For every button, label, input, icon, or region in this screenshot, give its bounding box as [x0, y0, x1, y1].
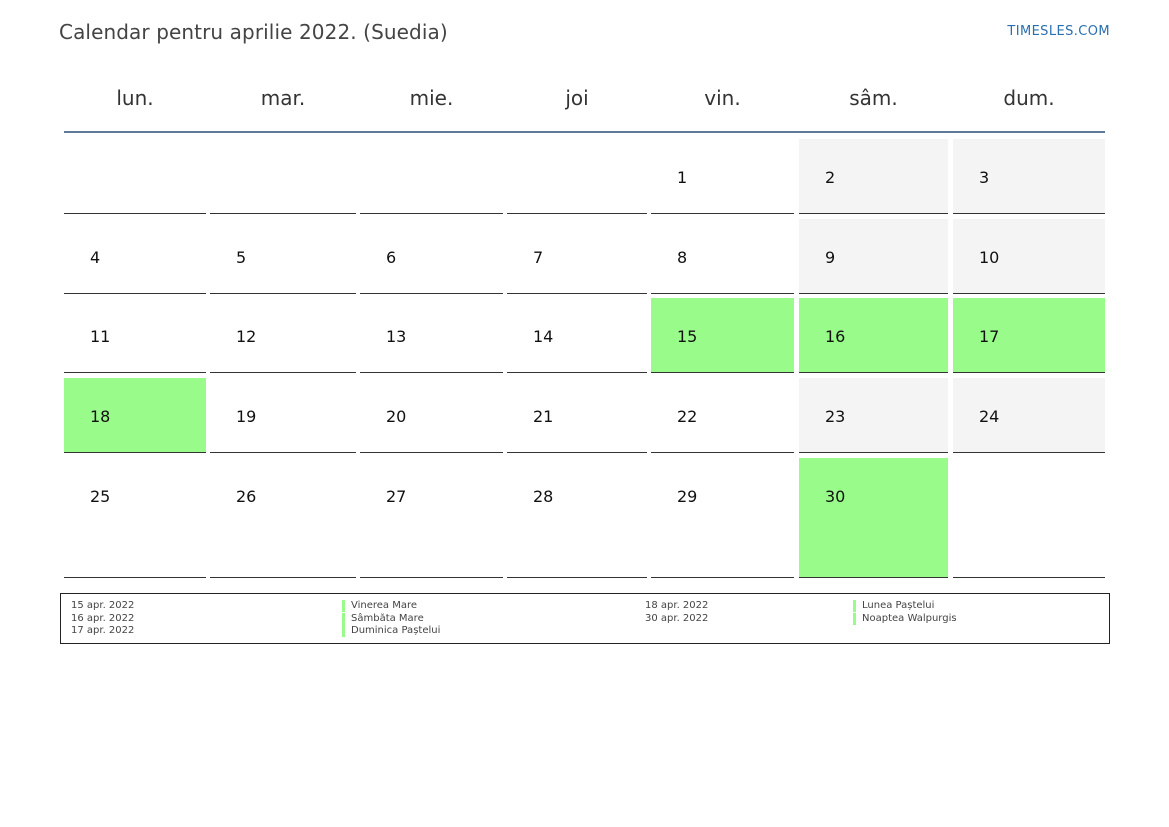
day-number: 25 — [90, 487, 111, 506]
empty-day-cell — [507, 139, 647, 214]
day-number: 30 — [825, 487, 846, 506]
day-number: 27 — [386, 487, 407, 506]
holiday-name: Noaptea Walpurgis — [853, 612, 957, 625]
weekday-fri: vin. — [704, 86, 741, 110]
day-cell-30[interactable]: 30 — [799, 458, 948, 578]
day-number: 9 — [825, 248, 836, 267]
page-title: Calendar pentru aprilie 2022. (Suedia) — [59, 20, 448, 44]
day-number: 28 — [533, 487, 554, 506]
holiday-name: Sâmbăta Mare — [342, 612, 424, 625]
empty-day-cell — [64, 139, 206, 214]
header-rule — [64, 131, 1105, 133]
holiday-date: 18 apr. 2022 — [645, 600, 709, 611]
day-cell-17[interactable]: 17 — [953, 298, 1105, 373]
day-number: 23 — [825, 407, 846, 426]
day-number: 17 — [979, 327, 1000, 346]
day-cell-25[interactable]: 25 — [64, 458, 206, 578]
weekday-thu: joi — [565, 86, 589, 110]
day-number: 11 — [90, 327, 111, 346]
day-number: 19 — [236, 407, 257, 426]
weekday-tue: mar. — [260, 86, 306, 110]
day-number: 7 — [533, 248, 544, 267]
day-number: 1 — [677, 168, 688, 187]
day-cell-28[interactable]: 28 — [507, 458, 647, 578]
holiday-date: 17 apr. 2022 — [71, 625, 135, 636]
day-number: 5 — [236, 248, 247, 267]
day-number: 8 — [677, 248, 688, 267]
day-number: 18 — [90, 407, 111, 426]
day-number: 21 — [533, 407, 554, 426]
day-number: 2 — [825, 168, 836, 187]
day-number: 29 — [677, 487, 698, 506]
day-cell-18[interactable]: 18 — [64, 378, 206, 453]
holiday-date: 30 apr. 2022 — [645, 612, 709, 624]
holiday-name: Lunea Paștelui — [853, 600, 934, 612]
day-cell-3[interactable]: 3 — [953, 139, 1105, 214]
day-cell-29[interactable]: 29 — [651, 458, 794, 578]
day-cell-22[interactable]: 22 — [651, 378, 794, 453]
day-cell-1[interactable]: 1 — [651, 139, 794, 214]
day-cell-8[interactable]: 8 — [651, 219, 794, 294]
day-cell-14[interactable]: 14 — [507, 298, 647, 373]
day-number: 12 — [236, 327, 257, 346]
holiday-date: 15 apr. 2022 — [71, 600, 135, 611]
day-cell-5[interactable]: 5 — [210, 219, 356, 294]
day-cell-7[interactable]: 7 — [507, 219, 647, 294]
day-number: 20 — [386, 407, 407, 426]
day-cell-11[interactable]: 11 — [64, 298, 206, 373]
day-number: 24 — [979, 407, 1000, 426]
holiday-date: 16 apr. 2022 — [71, 612, 135, 624]
day-cell-16[interactable]: 16 — [799, 298, 948, 373]
holiday-legend: 15 apr. 2022 Vinerea Mare 16 apr. 2022 Sâmb… — [60, 593, 1110, 644]
day-cell-4[interactable]: 4 — [64, 219, 206, 294]
day-cell-12[interactable]: 12 — [210, 298, 356, 373]
day-cell-26[interactable]: 26 — [210, 458, 356, 578]
day-cell-20[interactable]: 20 — [360, 378, 503, 453]
holiday-name: Vinerea Mare — [342, 600, 417, 612]
weekday-wed: mie. — [409, 86, 454, 110]
day-cell-27[interactable]: 27 — [360, 458, 503, 578]
day-number: 22 — [677, 407, 698, 426]
day-cell-15[interactable]: 15 — [651, 298, 794, 373]
day-cell-13[interactable]: 13 — [360, 298, 503, 373]
day-cell-2[interactable]: 2 — [799, 139, 948, 214]
day-cell-6[interactable]: 6 — [360, 219, 503, 294]
weekday-mon: lun. — [116, 86, 154, 110]
day-cell-23[interactable]: 23 — [799, 378, 948, 453]
day-number: 15 — [677, 327, 698, 346]
day-cell-19[interactable]: 19 — [210, 378, 356, 453]
site-link[interactable]: TIMESLES.COM — [1007, 24, 1110, 39]
day-number: 14 — [533, 327, 554, 346]
empty-day-cell — [210, 139, 356, 214]
day-cell-24[interactable]: 24 — [953, 378, 1105, 453]
weekday-sat: sâm. — [849, 86, 898, 110]
day-number: 13 — [386, 327, 407, 346]
day-number: 16 — [825, 327, 846, 346]
day-number: 10 — [979, 248, 1000, 267]
empty-day-cell — [953, 458, 1105, 578]
holiday-name: Duminica Paștelui — [342, 625, 440, 637]
day-cell-9[interactable]: 9 — [799, 219, 948, 294]
day-cell-10[interactable]: 10 — [953, 219, 1105, 294]
day-number: 26 — [236, 487, 257, 506]
weekday-header: lun. mar. mie. joi vin. sâm. dum. — [0, 86, 1169, 114]
day-number: 3 — [979, 168, 990, 187]
weekday-sun: dum. — [1003, 86, 1055, 110]
day-number: 6 — [386, 248, 397, 267]
day-cell-21[interactable]: 21 — [507, 378, 647, 453]
empty-day-cell — [360, 139, 503, 214]
day-number: 4 — [90, 248, 101, 267]
